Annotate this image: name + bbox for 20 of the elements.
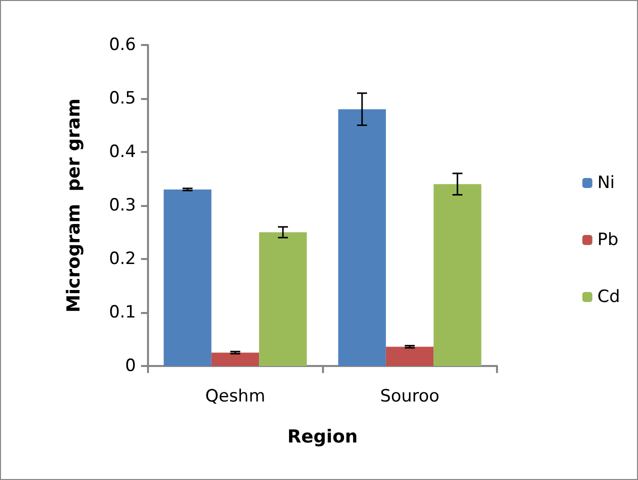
bar xyxy=(211,352,260,366)
y-tick-label: 0.1 xyxy=(108,302,136,322)
bar xyxy=(434,184,482,366)
y-tick-label: 0.6 xyxy=(108,35,136,55)
bar xyxy=(386,346,434,366)
x-tick-label: Qeshm xyxy=(205,386,266,406)
legend-label: Ni xyxy=(597,173,615,193)
x-axis-title: Region xyxy=(287,426,358,448)
y-tick-label: 0.4 xyxy=(108,142,136,162)
y-tick-label: 0 xyxy=(125,356,136,376)
x-tick-label: Souroo xyxy=(380,386,440,406)
y-tick-label: 0.3 xyxy=(108,196,136,216)
y-axis-title: Microgram per gram xyxy=(64,98,84,313)
legend-label: Pb xyxy=(597,230,618,250)
bar xyxy=(259,232,307,366)
bar xyxy=(164,189,212,366)
y-tick-label: 0.5 xyxy=(108,88,136,108)
legend-label: Cd xyxy=(597,287,620,307)
bar xyxy=(338,109,386,366)
y-tick-label: 0.2 xyxy=(108,249,136,269)
